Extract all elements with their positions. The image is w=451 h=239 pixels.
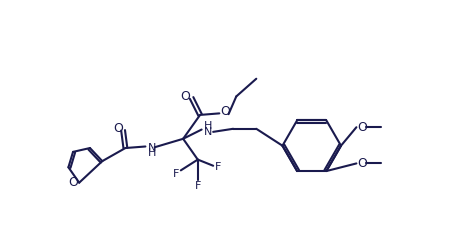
Text: N: N [204, 127, 212, 137]
Text: O: O [357, 157, 367, 170]
Text: O: O [112, 122, 122, 135]
Text: N: N [147, 143, 156, 153]
Text: O: O [180, 90, 190, 103]
Text: F: F [194, 181, 201, 191]
Text: H: H [204, 121, 212, 131]
Text: H: H [147, 148, 156, 158]
Text: O: O [68, 176, 78, 189]
Text: F: F [214, 162, 221, 172]
Text: F: F [173, 169, 179, 179]
Text: O: O [219, 105, 229, 118]
Text: O: O [357, 121, 367, 134]
